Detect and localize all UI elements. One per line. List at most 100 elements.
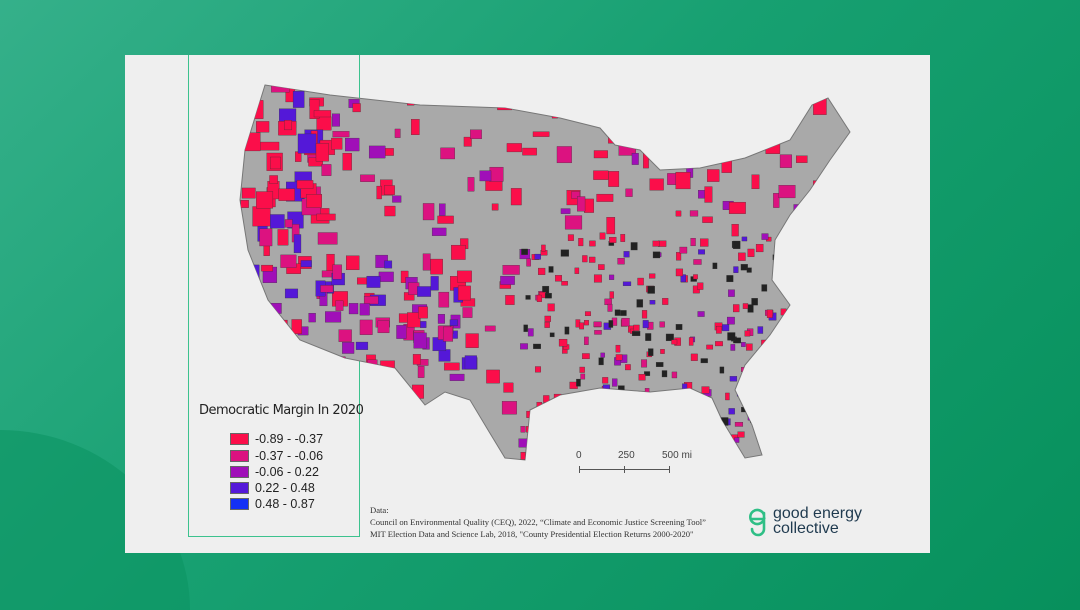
county bbox=[693, 274, 698, 280]
county bbox=[396, 325, 407, 339]
county bbox=[832, 391, 838, 397]
county bbox=[377, 320, 390, 334]
county bbox=[738, 252, 746, 261]
legend-item: 0.48 - 0.87 bbox=[230, 497, 315, 511]
county bbox=[574, 267, 580, 274]
county bbox=[373, 400, 386, 408]
us-county-map bbox=[239, 84, 851, 461]
data-source: Data: Council on Environmental Quality (… bbox=[370, 504, 740, 540]
county bbox=[555, 275, 562, 282]
county bbox=[256, 121, 270, 133]
county bbox=[648, 348, 654, 356]
scale-label: 250 bbox=[618, 450, 635, 461]
county bbox=[367, 435, 376, 443]
county bbox=[767, 400, 773, 409]
county bbox=[804, 299, 811, 307]
county bbox=[271, 340, 286, 354]
county bbox=[675, 268, 684, 277]
county bbox=[671, 424, 677, 430]
county bbox=[812, 309, 818, 317]
county bbox=[641, 359, 648, 368]
county bbox=[719, 366, 725, 374]
county bbox=[558, 338, 568, 347]
county bbox=[407, 312, 421, 328]
county bbox=[526, 258, 531, 267]
source-line: MIT Election Data and Science Lab, 2018,… bbox=[370, 529, 694, 539]
county bbox=[734, 437, 740, 443]
county bbox=[274, 342, 290, 356]
county bbox=[502, 265, 520, 275]
county bbox=[556, 436, 562, 442]
county bbox=[676, 252, 682, 261]
county bbox=[438, 291, 450, 308]
county bbox=[492, 85, 505, 93]
county bbox=[363, 400, 372, 410]
county bbox=[506, 143, 522, 153]
county bbox=[391, 381, 404, 396]
legend-label: 0.22 - 0.48 bbox=[255, 481, 315, 495]
county bbox=[818, 369, 827, 377]
county bbox=[774, 393, 780, 400]
county bbox=[394, 128, 401, 138]
county bbox=[544, 429, 552, 437]
county bbox=[284, 219, 293, 228]
county bbox=[634, 411, 642, 418]
county bbox=[384, 260, 393, 269]
county bbox=[402, 415, 410, 429]
county bbox=[623, 251, 630, 258]
county bbox=[357, 277, 368, 285]
county bbox=[456, 415, 463, 432]
county bbox=[649, 396, 657, 403]
county bbox=[533, 89, 550, 105]
county bbox=[535, 366, 541, 373]
county bbox=[376, 452, 387, 460]
county bbox=[246, 264, 260, 280]
county bbox=[622, 281, 632, 286]
county bbox=[765, 348, 771, 353]
county bbox=[724, 450, 732, 458]
county bbox=[776, 369, 784, 375]
county bbox=[546, 447, 551, 455]
county bbox=[688, 337, 694, 346]
county bbox=[454, 434, 466, 445]
county bbox=[793, 204, 808, 214]
county bbox=[679, 246, 688, 254]
county bbox=[571, 408, 580, 417]
county bbox=[359, 303, 370, 316]
county bbox=[825, 272, 833, 281]
county bbox=[601, 85, 613, 97]
county bbox=[813, 97, 827, 115]
county bbox=[751, 174, 760, 190]
county bbox=[741, 374, 747, 382]
county bbox=[346, 255, 360, 271]
county bbox=[625, 188, 633, 197]
county bbox=[740, 264, 748, 271]
county bbox=[284, 120, 292, 131]
county bbox=[593, 321, 602, 327]
county bbox=[839, 316, 844, 321]
county bbox=[706, 344, 714, 350]
county bbox=[417, 366, 425, 378]
county bbox=[464, 355, 477, 370]
county bbox=[251, 299, 261, 309]
county bbox=[782, 338, 788, 347]
county bbox=[240, 200, 249, 208]
county bbox=[451, 244, 466, 260]
county bbox=[827, 318, 836, 326]
county bbox=[594, 330, 602, 335]
county bbox=[614, 309, 621, 316]
legend-swatch bbox=[230, 433, 249, 445]
county bbox=[584, 320, 589, 326]
county bbox=[810, 271, 817, 279]
county bbox=[430, 258, 443, 275]
county bbox=[384, 205, 396, 217]
county bbox=[818, 306, 827, 312]
county bbox=[582, 353, 590, 360]
county bbox=[520, 343, 528, 350]
county bbox=[636, 299, 644, 308]
county bbox=[543, 395, 550, 403]
county bbox=[734, 422, 744, 427]
county bbox=[728, 289, 735, 297]
county bbox=[325, 311, 342, 323]
county bbox=[690, 238, 696, 247]
